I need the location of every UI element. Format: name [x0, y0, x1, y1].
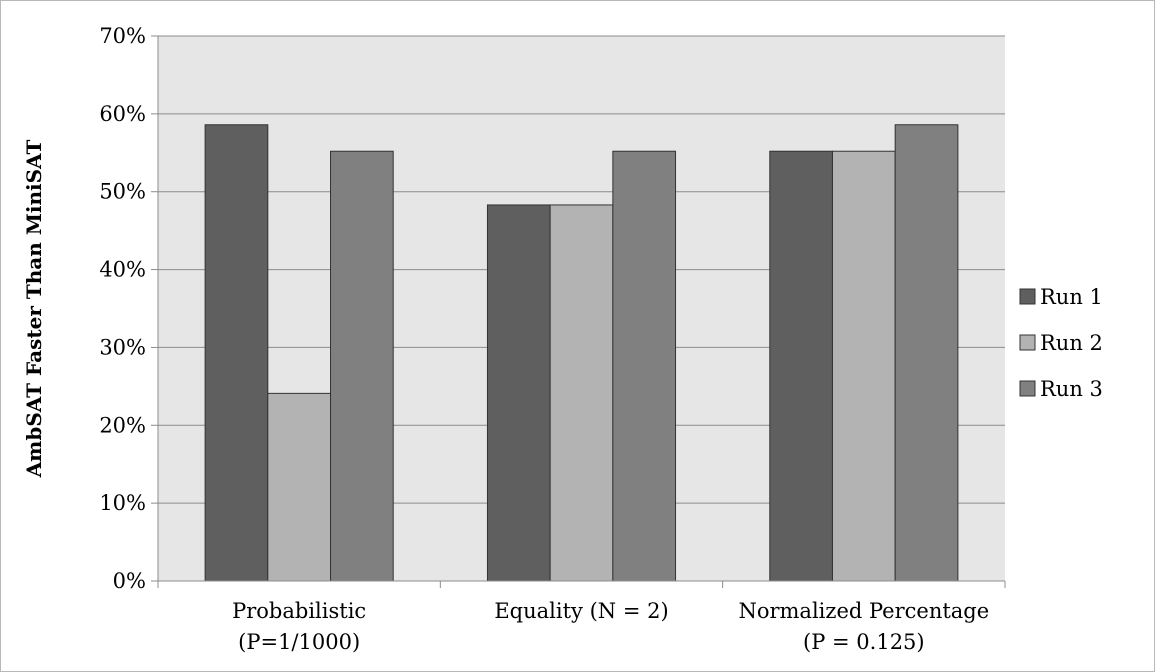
- legend-label: Run 3: [1040, 377, 1103, 401]
- y-tick-labels: 0% 10% 20% 30% 40% 50% 60% 70%: [99, 24, 146, 593]
- axes: [151, 35, 1006, 588]
- x-category-label: Normalized Percentage: [738, 599, 989, 623]
- bar-run-1: [486, 204, 551, 582]
- bar-run-2: [831, 150, 896, 582]
- legend-label: Run 1: [1040, 285, 1103, 309]
- bar-run-1: [204, 124, 269, 582]
- y-tick-label: 30%: [99, 335, 146, 359]
- y-tick-label: 40%: [99, 258, 146, 282]
- y-tick-label: 0%: [113, 569, 146, 593]
- x-category-label: Probabilistic: [232, 599, 366, 623]
- bar-run-2: [267, 392, 332, 582]
- legend-label: Run 2: [1040, 331, 1103, 355]
- bar-run-3: [330, 150, 394, 582]
- y-tick-label: 70%: [99, 24, 146, 48]
- y-axis-title: AmbSAT Faster Than MiniSAT: [22, 140, 46, 479]
- y-tick-label: 10%: [99, 491, 146, 515]
- y-tick-label: 60%: [99, 102, 146, 126]
- legend-swatch: [1019, 380, 1036, 397]
- x-category-label: (P = 0.125): [803, 630, 925, 654]
- bar-run-3: [894, 124, 959, 582]
- bar-run-1: [769, 150, 833, 582]
- bar-run-3: [612, 150, 677, 582]
- legend-swatch: [1019, 288, 1036, 305]
- bar-run-2: [549, 204, 614, 582]
- y-tick-label: 20%: [99, 413, 146, 437]
- x-category-label: Equality (N = 2): [494, 599, 668, 623]
- x-category-label: (P=1/1000): [238, 630, 360, 654]
- legend-swatch: [1019, 334, 1036, 351]
- legend: Run 1 Run 2 Run 3: [1019, 285, 1103, 401]
- x-category-labels: Probabilistic (P=1/1000) Equality (N = 2) N…: [232, 599, 989, 654]
- y-tick-label: 50%: [99, 180, 146, 204]
